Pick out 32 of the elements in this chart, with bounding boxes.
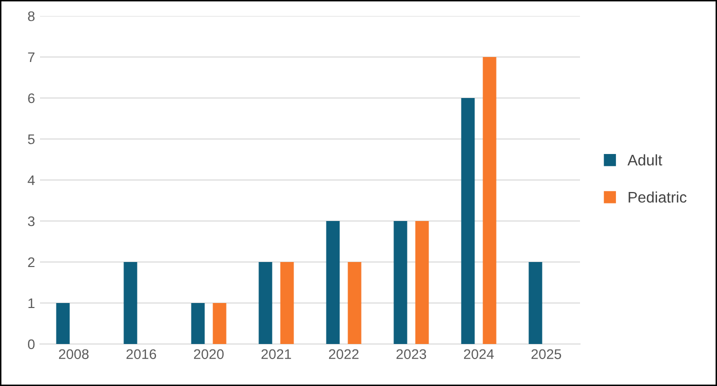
- x-tick-label: 2016: [126, 349, 156, 360]
- y-tick-label: 4: [28, 175, 35, 186]
- x-tick-label: 2008: [59, 349, 89, 360]
- bar: [212, 303, 226, 344]
- y-tick-label: 6: [28, 93, 35, 104]
- x-tick-label: 2022: [329, 349, 359, 360]
- legend-label: Pediatric: [628, 191, 687, 203]
- bar: [415, 221, 429, 344]
- y-tick-label: 3: [28, 216, 35, 226]
- legend-label: Adult: [628, 154, 662, 166]
- x-tick-label: 2025: [532, 349, 562, 360]
- x-tick-label: 2023: [396, 349, 426, 360]
- y-tick-label: 7: [28, 52, 34, 62]
- y-tick-label: 1: [28, 298, 34, 308]
- bar: [56, 303, 70, 344]
- y-tick-label: 0: [28, 339, 35, 350]
- x-tick-label: 2020: [194, 349, 224, 360]
- y-tick-label: 8: [28, 11, 35, 22]
- bar: [394, 221, 408, 344]
- bar: [326, 221, 340, 344]
- bar: [280, 262, 294, 344]
- bar: [258, 262, 272, 344]
- bar: [124, 262, 138, 344]
- x-tick-label: 2024: [464, 349, 494, 360]
- bar: [461, 98, 475, 344]
- y-tick-label: 5: [28, 134, 35, 144]
- bar: [348, 262, 362, 344]
- y-tick-label: 2: [28, 257, 34, 268]
- bar: [191, 303, 205, 344]
- x-tick-label: 2021: [262, 349, 292, 360]
- bar: [528, 262, 542, 344]
- bar: [482, 57, 496, 344]
